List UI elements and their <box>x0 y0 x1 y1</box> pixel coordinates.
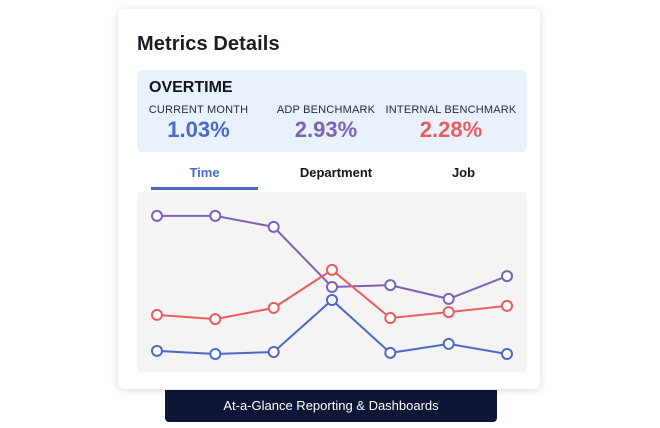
data-point <box>326 294 338 306</box>
data-point <box>151 308 163 321</box>
data-point <box>209 209 222 222</box>
metric-value: 1.03% <box>167 117 230 142</box>
metric-internal-benchmark: INTERNAL BENCHMARK 2.28% <box>383 104 519 142</box>
metric-value: 2.93% <box>294 117 358 142</box>
data-point <box>442 337 455 350</box>
overtime-line-chart <box>137 192 527 372</box>
tab-time[interactable]: Time <box>151 162 258 190</box>
tab-job[interactable]: Job <box>451 165 476 180</box>
card-title: Metrics Details <box>137 33 280 55</box>
data-point <box>151 209 163 222</box>
data-point <box>209 313 222 326</box>
overtime-summary: OVERTIME CURRENT MONTH 1.03% ADP BENCHMA… <box>137 70 527 152</box>
data-point <box>501 270 513 283</box>
data-point <box>384 312 397 324</box>
data-point <box>384 346 397 359</box>
metric-label: INTERNAL BENCHMARK <box>385 104 517 116</box>
summary-heading: OVERTIME <box>149 79 233 96</box>
data-point <box>151 344 163 357</box>
metric-current-month: CURRENT MONTH 1.03% <box>146 104 251 142</box>
metric-adp-benchmark: ADP BENCHMARK 2.93% <box>271 104 381 142</box>
tab-department[interactable]: Department <box>299 165 373 180</box>
data-point <box>384 279 397 292</box>
series-line-2 <box>156 298 508 356</box>
data-point <box>442 292 455 305</box>
metric-label: ADP BENCHMARK <box>276 104 376 116</box>
data-point <box>209 348 222 360</box>
data-point <box>501 299 513 312</box>
data-point <box>267 220 280 233</box>
data-point <box>442 306 455 319</box>
data-point <box>326 281 338 293</box>
metrics-card: Metrics Details OVERTIME CURRENT MONTH 1… <box>118 9 540 389</box>
data-point <box>326 263 338 276</box>
data-point <box>267 301 280 314</box>
chart-svg <box>151 209 513 360</box>
view-tabs: Time Department Job <box>151 162 526 192</box>
footer-banner: At-a-Glance Reporting & Dashboards <box>165 390 497 422</box>
data-point <box>501 348 513 360</box>
metric-value: 2.28% <box>419 117 483 142</box>
metric-label: CURRENT MONTH <box>148 104 249 116</box>
data-point <box>267 346 280 358</box>
